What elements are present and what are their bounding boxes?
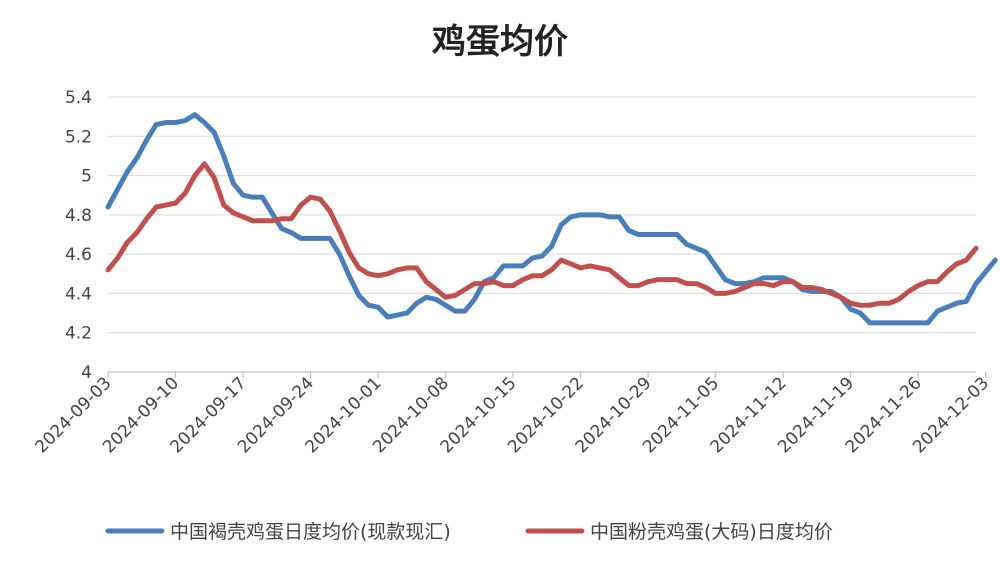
chart-title: 鸡蛋均价	[432, 22, 568, 62]
x-axis-ticks: 2024-09-032024-09-102024-09-172024-09-24…	[32, 372, 993, 457]
series-line-1	[105, 112, 998, 326]
y-tick-label: 4.4	[65, 284, 92, 304]
y-tick-label: 4.2	[65, 324, 92, 344]
legend-label-2: 中国粉壳鸡蛋(大码)日度均价	[590, 521, 833, 543]
y-axis-ticks: 4 4.2 4.4 4.6 4.8 5 5.2 5.4	[65, 88, 92, 383]
y-tick-label: 4	[81, 363, 92, 383]
legend-label-1: 中国褐壳鸡蛋日度均价(现款现汇)	[170, 521, 451, 543]
y-tick-label: 5.4	[65, 88, 92, 108]
series-line-2	[105, 161, 979, 308]
y-tick-label: 5.2	[65, 127, 92, 147]
legend: 中国褐壳鸡蛋日度均价(现款现汇) 中国粉壳鸡蛋(大码)日度均价	[105, 521, 833, 543]
y-tick-label: 4.6	[65, 245, 92, 265]
series-lines	[105, 112, 998, 326]
y-tick-label: 4.8	[65, 206, 92, 226]
y-tick-label: 5	[81, 167, 92, 187]
